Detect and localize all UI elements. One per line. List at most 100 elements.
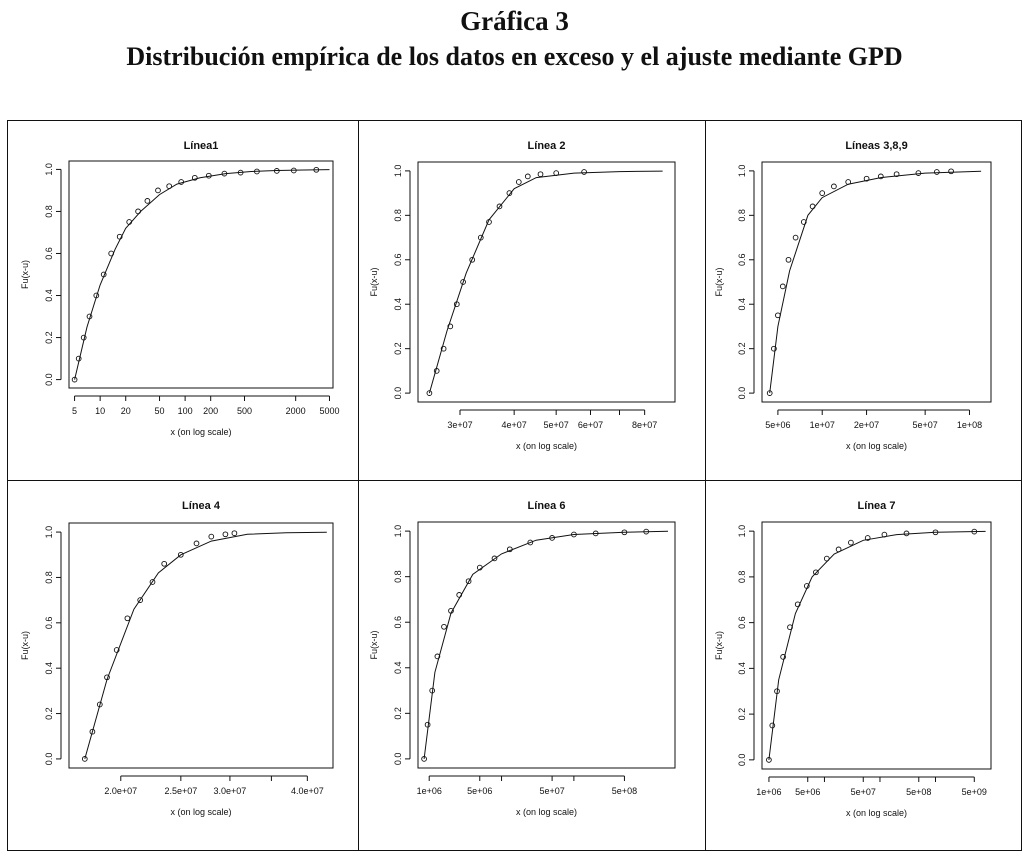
empirical-point xyxy=(823,555,830,562)
x-axis-label: x (on log scale) xyxy=(516,441,577,451)
empirical-point xyxy=(491,555,498,562)
y-tick-label: 0.4 xyxy=(737,662,747,675)
empirical-point xyxy=(831,183,837,190)
empirical-point xyxy=(135,208,141,215)
empirical-point xyxy=(787,624,793,631)
empirical-point xyxy=(86,313,93,320)
empirical-point xyxy=(254,168,260,175)
empirical-point xyxy=(506,546,513,553)
x-tick-label: 2e+07 xyxy=(854,420,879,430)
x-tick-label: 3.0e+07 xyxy=(214,786,247,796)
y-tick-label: 0.4 xyxy=(44,289,54,302)
gpd-fit-line xyxy=(768,530,986,760)
x-tick-label: 50 xyxy=(155,406,165,416)
empirical-point xyxy=(205,172,212,179)
y-tick-label: 0.6 xyxy=(393,254,403,267)
x-tick-label: 200 xyxy=(203,406,218,416)
x-tick-label: 8e+07 xyxy=(632,420,657,430)
empirical-point xyxy=(903,530,910,537)
y-tick-label: 0.0 xyxy=(44,373,54,386)
y-tick-label: 1.0 xyxy=(737,525,747,538)
empirical-point xyxy=(80,334,87,341)
empirical-point xyxy=(149,579,156,585)
empirical-point xyxy=(93,292,100,299)
empirical-point xyxy=(553,170,560,176)
y-tick-label: 0.6 xyxy=(737,254,747,267)
x-tick-label: 4.0e+07 xyxy=(291,786,324,796)
empirical-point xyxy=(780,654,786,660)
y-axis-label: Fu(x-u) xyxy=(20,631,30,660)
empirical-point xyxy=(835,546,842,553)
x-tick-label: 1e+06 xyxy=(417,786,442,796)
x-axis-label: x (on log scale) xyxy=(516,807,577,817)
x-tick-label: 10 xyxy=(95,406,105,416)
gpd-fit-line xyxy=(423,530,669,759)
empirical-point xyxy=(193,540,200,547)
empirical-point xyxy=(524,173,531,180)
empirical-point xyxy=(571,531,577,538)
empirical-point xyxy=(515,179,522,185)
empirical-point xyxy=(549,535,555,541)
x-tick-label: 5e+06 xyxy=(765,420,790,430)
empirical-point xyxy=(71,376,78,383)
empirical-point xyxy=(864,535,871,541)
x-tick-label: 5e+08 xyxy=(906,787,931,797)
empirical-point xyxy=(779,283,786,290)
x-tick-label: 1e+07 xyxy=(810,420,835,430)
plot-frame xyxy=(68,522,334,769)
empirical-point xyxy=(237,169,244,176)
empirical-point xyxy=(208,533,215,540)
x-axis-label: x (on log scale) xyxy=(846,441,907,451)
empirical-point xyxy=(785,256,792,263)
y-tick-label: 0.8 xyxy=(44,205,54,218)
empirical-point xyxy=(137,597,144,603)
x-tick-label: 5e+07 xyxy=(544,420,569,430)
empirical-point xyxy=(104,674,110,681)
y-axis-label: Fu(x-u) xyxy=(369,630,379,659)
empirical-point xyxy=(469,256,476,263)
y-tick-label: 1.0 xyxy=(393,525,403,538)
y-axis-label: Fu(x-u) xyxy=(714,267,724,296)
y-tick-label: 0.6 xyxy=(44,247,54,260)
y-tick-label: 0.4 xyxy=(44,662,54,675)
y-tick-label: 0.2 xyxy=(393,342,403,355)
empirical-point xyxy=(948,168,954,175)
empirical-point xyxy=(775,312,781,319)
y-tick-label: 0.4 xyxy=(737,298,747,311)
y-tick-label: 1.0 xyxy=(737,165,747,178)
y-tick-label: 1.0 xyxy=(44,526,54,539)
empirical-point xyxy=(766,757,772,763)
y-tick-label: 0.2 xyxy=(737,708,747,721)
x-tick-label: 5e+06 xyxy=(795,787,820,797)
y-tick-label: 0.8 xyxy=(393,209,403,222)
empirical-point xyxy=(75,355,82,362)
plot-frame xyxy=(761,161,992,403)
empirical-point xyxy=(222,531,229,538)
empirical-point xyxy=(81,756,88,762)
empirical-point xyxy=(794,601,801,608)
plot-frame xyxy=(417,521,676,769)
y-axis-label: Fu(x-u) xyxy=(714,631,724,660)
x-tick-label: 5 xyxy=(72,406,77,416)
plot-frame xyxy=(68,160,334,389)
empirical-point xyxy=(424,721,431,728)
empirical-point xyxy=(465,578,472,585)
empirical-point xyxy=(116,233,123,240)
empirical-point xyxy=(537,171,544,178)
empirical-point xyxy=(144,198,151,204)
empirical-point xyxy=(766,390,773,396)
y-tick-label: 0.2 xyxy=(44,707,54,720)
grid-divider-horizontal xyxy=(7,480,1022,481)
empirical-point xyxy=(803,583,810,589)
chart-title: Línea 2 xyxy=(528,140,566,152)
x-tick-label: 5e+07 xyxy=(913,420,938,430)
chart-panel-linea-4: Línea 4 0.0 0.2 0.4 0.6 0.8 1.0 2.0e+07 2.5e+07 3… xyxy=(20,500,334,817)
x-tick-label: 5e+07 xyxy=(539,786,564,796)
empirical-point xyxy=(421,756,427,762)
empirical-point xyxy=(476,564,483,571)
y-tick-label: 0.0 xyxy=(737,754,747,767)
x-tick-label: 5e+08 xyxy=(612,786,637,796)
empirical-point xyxy=(453,301,460,308)
x-tick-label: 2000 xyxy=(286,406,306,416)
empirical-point xyxy=(813,569,819,576)
